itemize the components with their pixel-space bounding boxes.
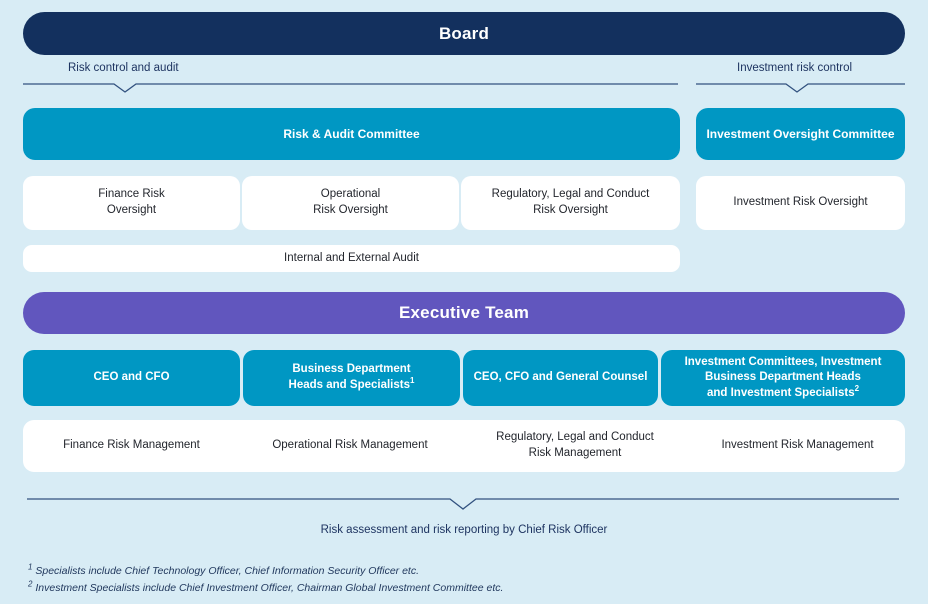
investment-risk-oversight-label: Investment Risk Oversight bbox=[733, 196, 868, 209]
finance-risk-oversight-box: Finance Risk Oversight bbox=[23, 176, 240, 230]
flow-label-investment-risk-control: Investment risk control bbox=[737, 62, 853, 74]
footnote-2: 2 Investment Specialists include Chief I… bbox=[28, 579, 504, 594]
management-row: Finance Risk Management Operational Risk… bbox=[23, 420, 905, 472]
regulatory-risk-management-label: Regulatory, Legal and Conduct Risk Manag… bbox=[496, 431, 654, 459]
internal-external-audit-label: Internal and External Audit bbox=[284, 251, 419, 264]
ceo-cfo-general-counsel-label: CEO, CFO and General Counsel bbox=[473, 371, 648, 384]
operational-risk-management-cell: Operational Risk Management bbox=[240, 420, 460, 472]
finance-risk-management-label: Finance Risk Management bbox=[63, 439, 200, 452]
risk-audit-committee-label: Risk & Audit Committee bbox=[283, 126, 420, 141]
investment-committees-box: Investment Committees, Investment Busine… bbox=[661, 350, 905, 406]
investment-committees-label: Investment Committees, Investment Busine… bbox=[684, 355, 882, 399]
reporting-line bbox=[27, 498, 899, 510]
executive-team-banner: Executive Team bbox=[23, 292, 905, 334]
finance-risk-oversight-label: Finance Risk Oversight bbox=[98, 188, 165, 216]
regulatory-risk-oversight-box: Regulatory, Legal and Conduct Risk Overs… bbox=[461, 176, 680, 230]
regulatory-risk-management-cell: Regulatory, Legal and Conduct Risk Manag… bbox=[460, 420, 690, 472]
ceo-cfo-general-counsel-box: CEO, CFO and General Counsel bbox=[463, 350, 658, 406]
internal-external-audit-box: Internal and External Audit bbox=[23, 245, 680, 272]
risk-audit-committee-box: Risk & Audit Committee bbox=[23, 108, 680, 160]
operational-risk-oversight-box: Operational Risk Oversight bbox=[242, 176, 459, 230]
board-banner: Board bbox=[23, 12, 905, 55]
right-branch-line bbox=[696, 83, 905, 93]
risk-reporting-label: Risk assessment and risk reporting by Ch… bbox=[320, 524, 608, 536]
board-title: Board bbox=[438, 23, 490, 43]
ceo-cfo-box: CEO and CFO bbox=[23, 350, 240, 406]
investment-risk-management-label: Investment Risk Management bbox=[721, 439, 874, 452]
executive-team-title: Executive Team bbox=[398, 303, 530, 322]
investment-risk-oversight-box: Investment Risk Oversight bbox=[696, 176, 905, 230]
operational-risk-oversight-label: Operational Risk Oversight bbox=[313, 188, 388, 216]
left-branch-line bbox=[23, 83, 678, 93]
flow-label-risk-control-audit: Risk control and audit bbox=[68, 62, 179, 74]
reporting-polyline bbox=[27, 498, 899, 510]
investment-risk-management-cell: Investment Risk Management bbox=[690, 420, 905, 472]
investment-oversight-committee-box: Investment Oversight Committee bbox=[696, 108, 905, 160]
business-dept-heads-box: Business Department Heads and Specialist… bbox=[243, 350, 460, 406]
footnote-1: 1 Specialists include Chief Technology O… bbox=[28, 562, 419, 577]
ceo-cfo-label: CEO and CFO bbox=[93, 371, 170, 384]
operational-risk-management-label: Operational Risk Management bbox=[272, 439, 428, 452]
business-dept-heads-label: Business Department Heads and Specialist… bbox=[288, 363, 415, 391]
investment-oversight-committee-label: Investment Oversight Committee bbox=[706, 126, 895, 141]
finance-risk-management-cell: Finance Risk Management bbox=[23, 420, 240, 472]
branch-lines bbox=[23, 83, 905, 93]
regulatory-risk-oversight-label: Regulatory, Legal and Conduct Risk Overs… bbox=[491, 188, 650, 216]
